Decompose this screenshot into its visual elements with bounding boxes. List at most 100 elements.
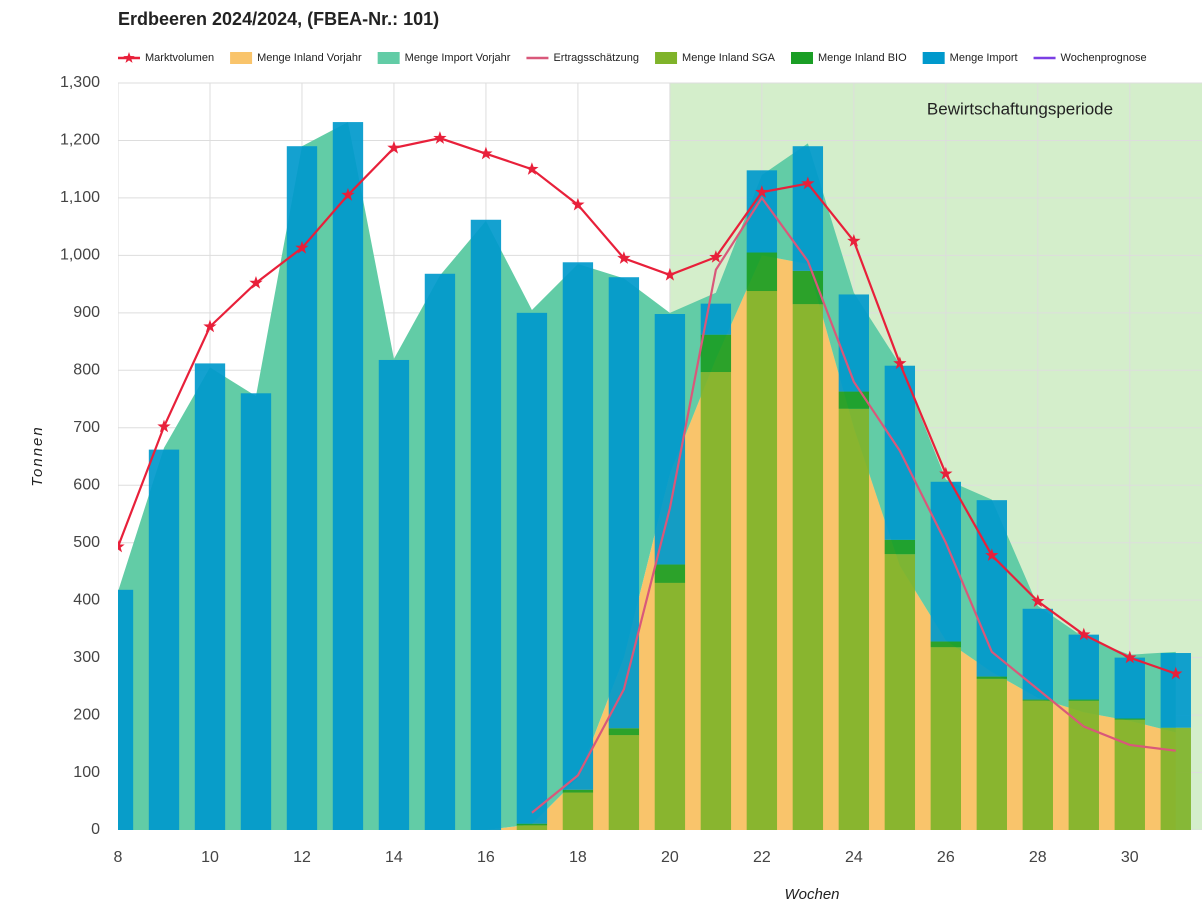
- bar: [838, 391, 870, 409]
- bar: [792, 146, 824, 271]
- x-axis-title: Wochen: [784, 886, 839, 901]
- legend-item: Menge Import: [922, 52, 1018, 64]
- x-tick-label: 20: [661, 849, 679, 866]
- line-marker: [387, 140, 401, 154]
- legend-label: Menge Inland BIO: [818, 52, 907, 64]
- bar: [746, 291, 778, 830]
- bar: [1068, 699, 1099, 701]
- bar: [1114, 718, 1145, 720]
- legend-swatch: [655, 52, 678, 64]
- legend-label: Wochenprognose: [1061, 52, 1147, 64]
- legend-label: Menge Inland Vorjahr: [257, 52, 362, 64]
- bar: [562, 789, 594, 793]
- legend-swatch: [123, 52, 135, 63]
- bar: [286, 146, 318, 830]
- x-tick-label: 12: [293, 849, 311, 866]
- x-tick-label: 10: [201, 849, 219, 866]
- bar: [194, 363, 226, 830]
- line-marker: [939, 466, 953, 480]
- line-marker: [157, 419, 171, 433]
- bar: [608, 728, 640, 736]
- line-marker: [525, 162, 539, 175]
- bar: [608, 735, 640, 830]
- bar: [148, 449, 180, 830]
- bar: [930, 481, 962, 642]
- chart-title: Erdbeeren 2024/2024, (FBEA-Nr.: 101): [118, 9, 439, 29]
- legend-swatch: [791, 52, 813, 64]
- bar: [1022, 608, 1053, 700]
- plot-area: [118, 82, 1202, 830]
- legend-label: Menge Import: [950, 52, 1018, 64]
- bar: [976, 676, 1007, 679]
- line-marker: [295, 240, 309, 254]
- legend-label: Marktvolumen: [145, 52, 214, 64]
- y-tick-label: 800: [73, 362, 100, 379]
- line-marker: [479, 146, 493, 160]
- bar: [884, 539, 916, 555]
- line-marker: [433, 131, 447, 144]
- y-tick-label: 0: [91, 821, 100, 838]
- line-marker: [755, 185, 769, 198]
- x-tick-label: 26: [937, 849, 955, 866]
- line-marker: [249, 275, 263, 289]
- line: [118, 137, 1177, 675]
- legend-item: Ertragsschätzung: [526, 52, 639, 64]
- annotation: Bewirtschaftungsperiode: [927, 99, 1113, 118]
- x-tick-label: 16: [477, 849, 495, 866]
- bar: [470, 219, 502, 830]
- legend-item: Marktvolumen: [118, 52, 214, 64]
- bar: [1114, 719, 1145, 830]
- line-marker: [1169, 666, 1183, 680]
- bar: [654, 313, 686, 565]
- y-tick-label: 200: [73, 706, 100, 723]
- bar: [332, 122, 364, 830]
- bar: [700, 372, 732, 830]
- line-marker: [571, 197, 585, 211]
- line-marker: [663, 267, 677, 281]
- x-tick-label: 8: [114, 849, 123, 866]
- line-marker: [341, 188, 355, 201]
- bar: [1068, 700, 1099, 830]
- line-marker: [1031, 594, 1045, 607]
- line-marker: [1077, 627, 1091, 641]
- bar: [930, 641, 962, 648]
- bar: [608, 277, 640, 729]
- line-marker: [1123, 650, 1137, 664]
- legend-item: Menge Inland Vorjahr: [230, 52, 362, 64]
- bar: [976, 678, 1007, 830]
- x-tick-label: 28: [1029, 849, 1047, 866]
- x-tick-label: 14: [385, 849, 403, 866]
- bar: [378, 359, 410, 830]
- line-marker: [893, 356, 907, 370]
- bar: [1022, 700, 1053, 830]
- line-marker: [847, 234, 861, 247]
- bar: [562, 262, 594, 790]
- bar: [884, 554, 916, 830]
- bar: [838, 294, 870, 392]
- bar: [562, 792, 594, 830]
- bar: [792, 304, 824, 830]
- y-tick-label: 300: [73, 649, 100, 666]
- x-tick-label: 24: [845, 849, 863, 866]
- y-tick-label: 1,100: [60, 189, 100, 206]
- legend-swatch: [230, 52, 253, 64]
- line: [531, 195, 1176, 814]
- bar: [118, 589, 134, 830]
- y-tick-label: 700: [73, 419, 100, 436]
- x-tick-label: 30: [1121, 849, 1139, 866]
- bar: [930, 647, 962, 830]
- y-tick-label: 500: [73, 534, 100, 551]
- bar: [654, 582, 686, 830]
- legend-item: Menge Inland BIO: [791, 52, 907, 64]
- y-tick-label: 1,300: [60, 74, 100, 91]
- legend-swatch: [377, 52, 400, 64]
- y-tick-label: 900: [73, 304, 100, 321]
- bar: [700, 334, 732, 373]
- bar: [1114, 657, 1145, 719]
- y-axis-title: Tonnen: [29, 425, 46, 487]
- bar: [976, 500, 1007, 677]
- legend-label: Menge Inland SGA: [682, 52, 776, 64]
- y-tick-label: 1,200: [60, 132, 100, 149]
